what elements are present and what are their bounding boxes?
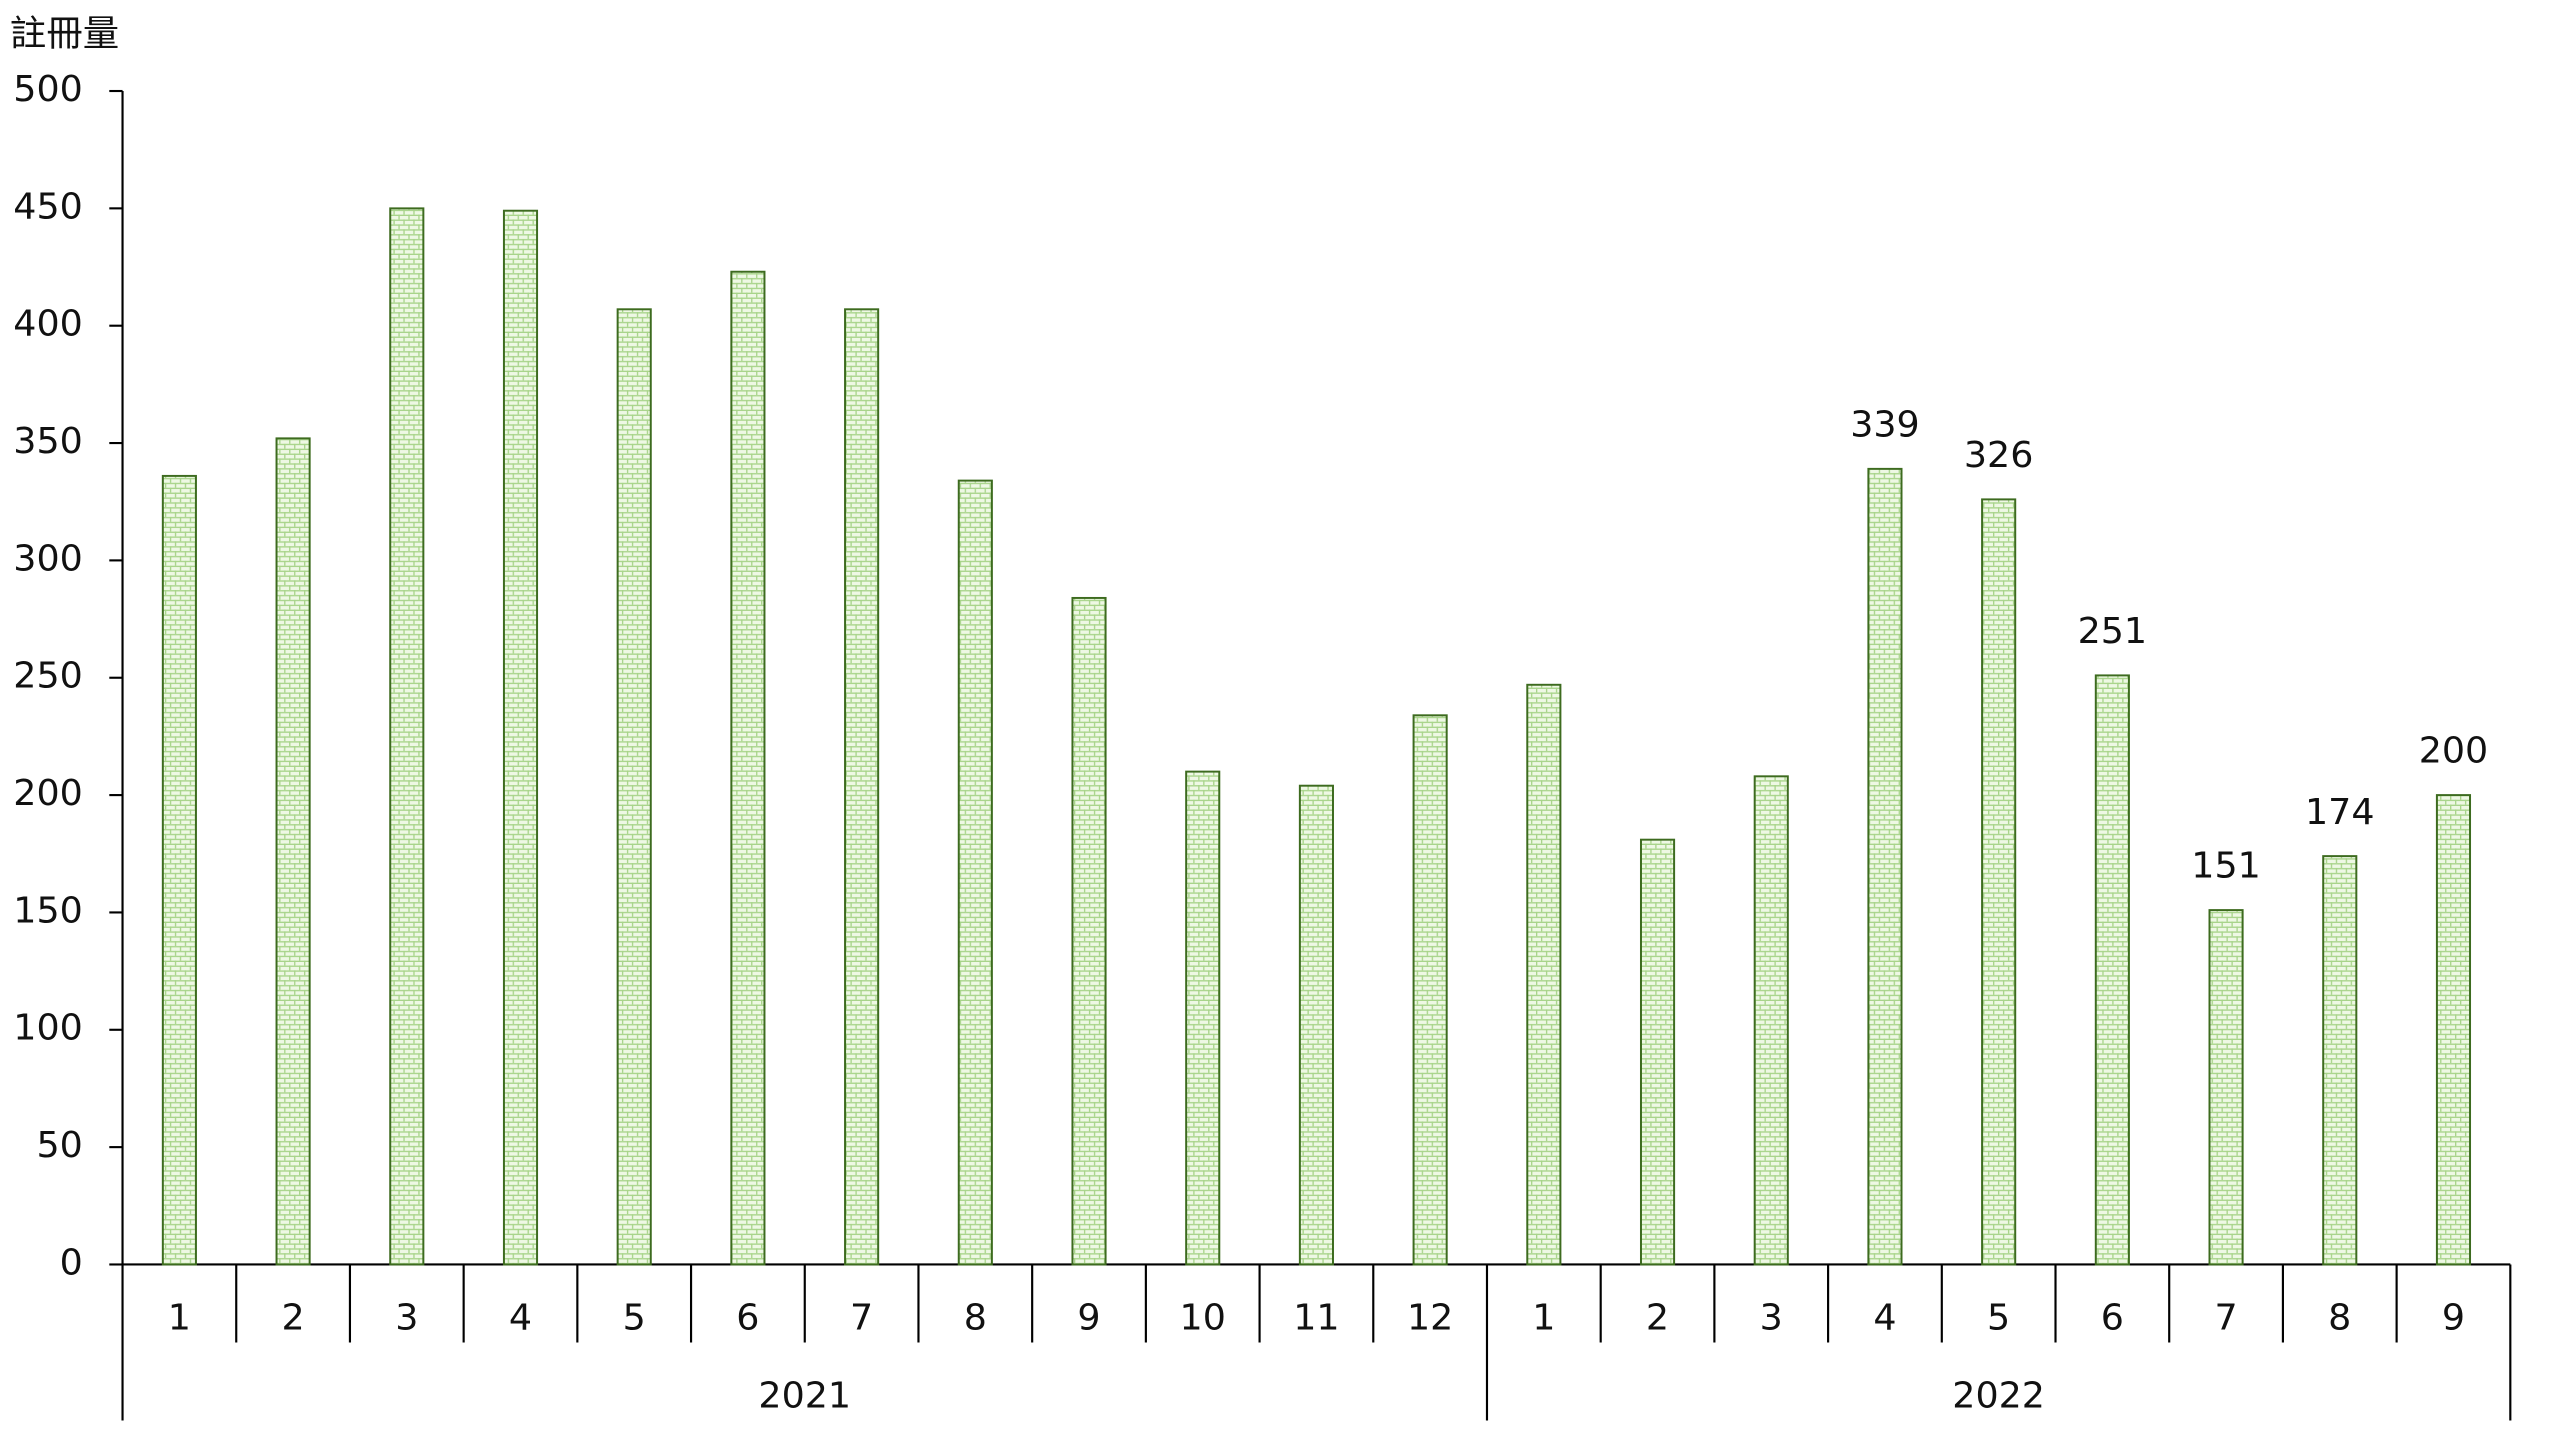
y-tick-label: 250 <box>13 655 83 697</box>
x-tick-label: 6 <box>736 1297 759 1339</box>
data-label: 326 <box>1964 434 2034 476</box>
x-tick-label: 1 <box>1532 1297 1555 1339</box>
bar <box>275 437 311 1266</box>
group-label: 2021 <box>758 1375 851 1417</box>
data-label: 339 <box>1850 404 1920 446</box>
x-tick-label: 10 <box>1180 1297 1226 1339</box>
x-tick-label: 9 <box>2442 1297 2465 1339</box>
x-tick-label: 7 <box>2214 1297 2237 1339</box>
x-tick-label: 4 <box>1873 1297 1896 1339</box>
bar <box>2208 909 2244 1266</box>
bar <box>502 209 539 1266</box>
bar <box>844 308 880 1266</box>
x-tick-label: 2 <box>282 1297 305 1339</box>
data-label: 200 <box>2419 730 2489 772</box>
bar <box>1412 714 1448 1266</box>
y-tick-label: 300 <box>13 538 83 580</box>
group-label: 2022 <box>1952 1375 2045 1417</box>
x-tick-label: 5 <box>1987 1297 2010 1339</box>
bar <box>616 308 652 1266</box>
y-tick-label: 350 <box>13 420 83 462</box>
y-tick-label: 150 <box>13 890 83 932</box>
x-tick-label: 2 <box>1646 1297 1669 1339</box>
y-tick-label: 400 <box>13 303 83 345</box>
x-tick-label: 4 <box>509 1297 532 1339</box>
y-tick-label: 200 <box>13 772 83 814</box>
bar <box>2435 794 2472 1266</box>
bar <box>2322 855 2358 1266</box>
bar <box>1298 784 1334 1266</box>
x-tick-label: 11 <box>1293 1297 1339 1339</box>
bar <box>161 474 197 1266</box>
bar <box>1867 467 1903 1266</box>
y-tick-label: 50 <box>36 1124 82 1166</box>
bar <box>1753 775 1789 1266</box>
x-tick-label: 1 <box>168 1297 191 1339</box>
data-label: 251 <box>2078 610 2148 652</box>
x-tick-label: 8 <box>964 1297 987 1339</box>
data-label: 174 <box>2305 791 2375 833</box>
x-tick-label: 3 <box>1760 1297 1783 1339</box>
bar <box>1526 683 1562 1266</box>
x-tick-label: 9 <box>1077 1297 1100 1339</box>
bar <box>1185 770 1221 1266</box>
x-tick-label: 3 <box>395 1297 418 1339</box>
bar <box>1639 838 1676 1266</box>
y-tick-label: 0 <box>60 1242 83 1284</box>
bar <box>957 479 993 1266</box>
bar <box>730 270 766 1266</box>
x-tick-label: 8 <box>2328 1297 2351 1339</box>
bar <box>1981 498 2017 1266</box>
x-tick-label: 5 <box>623 1297 646 1339</box>
x-tick-label: 12 <box>1407 1297 1453 1339</box>
y-tick-label: 100 <box>13 1007 83 1049</box>
x-tick-label: 7 <box>850 1297 873 1339</box>
x-tick-label: 6 <box>2101 1297 2124 1339</box>
bar <box>1071 596 1107 1266</box>
y-axis-title: 註冊量 <box>10 13 119 55</box>
y-tick-label: 450 <box>13 186 83 228</box>
bar <box>389 207 425 1266</box>
bar <box>2094 674 2130 1266</box>
y-tick-label: 500 <box>13 68 83 110</box>
data-label: 151 <box>2191 845 2261 887</box>
